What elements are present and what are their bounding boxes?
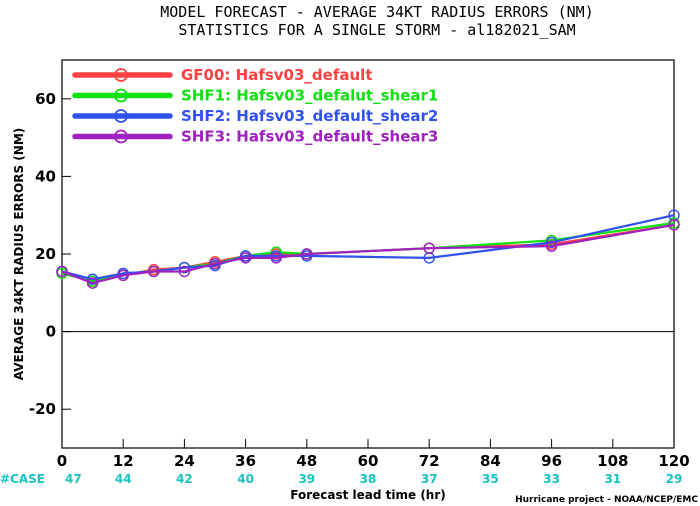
series-3 [56,219,680,289]
case-count: 35 [482,472,499,486]
data-point [545,240,558,252]
data-point [56,265,68,278]
data-point [117,269,129,282]
x-tick-label: 72 [419,452,440,470]
data-point [545,236,558,249]
x-tick-label: 120 [658,452,689,470]
legend-label: SHF2: Hafsv03_default_shear2 [181,107,438,125]
data-point [668,219,680,231]
y-tick-label: -20 [29,400,56,418]
case-count: 37 [421,472,438,486]
case-count: 39 [298,472,315,486]
x-tick-label: 12 [113,452,134,470]
y-tick-label: 20 [35,245,56,263]
x-axis-label: Forecast lead time (hr) [290,488,446,502]
case-count: 42 [176,472,193,486]
data-point [301,248,313,260]
legend-marker [114,129,128,144]
chart-title: MODEL FORECAST - AVERAGE 34KT RADIUS ERR… [160,3,593,21]
case-count: 47 [65,472,82,486]
credit-text: Hurricane project - NOAA/NCEP/EMC [515,495,698,505]
data-point [239,252,252,264]
case-count: 31 [604,472,621,486]
legend-marker [114,68,128,82]
data-point [86,277,99,289]
x-tick-label: 60 [358,452,379,470]
case-count: 33 [543,472,560,486]
case-count: 29 [666,472,683,486]
x-tick-label: 108 [597,452,628,470]
legend-marker [114,109,128,123]
legend-label: SHF3: Hafsv03_default_shear3 [181,128,438,146]
x-tick-label: 36 [235,452,256,470]
x-tick-label: 84 [480,452,501,470]
legend-label: GF00: Hafsv03_default [181,66,372,84]
case-count: 40 [237,472,254,486]
y-tick-label: 40 [35,167,56,185]
x-tick-label: 0 [57,452,67,470]
data-point [423,242,435,254]
y-tick-label: 0 [46,323,56,341]
data-point [270,252,282,264]
legend-label: SHF1: Hafsv03_defalut_shear1 [181,87,438,105]
case-count: 38 [360,472,377,486]
case-label: #CASE [0,472,45,486]
legend-item: SHF2: Hafsv03_default_shear2 [72,107,438,125]
data-point [178,265,191,278]
x-tick-label: 24 [174,452,195,470]
legend-marker [114,88,128,103]
x-tick-label: 48 [296,452,317,470]
series-line [61,223,675,283]
y-axis-label: AVERAGE 34KT RADIUS ERRORS (NM) [12,128,26,380]
y-tick-label: 60 [35,90,56,108]
legend-item: GF00: Hafsv03_default [72,66,372,84]
case-count: 44 [115,472,132,486]
x-tick-label: 96 [541,452,562,470]
series-0 [56,219,680,287]
data-point [86,273,99,285]
legend-item: SHF3: Hafsv03_default_shear3 [72,128,438,146]
chart-subtitle: STATISTICS FOR A SINGLE STORM - al182021… [178,21,575,39]
data-point [148,265,160,278]
legend-item: SHF1: Hafsv03_defalut_shear1 [72,87,438,105]
data-point [209,258,221,270]
